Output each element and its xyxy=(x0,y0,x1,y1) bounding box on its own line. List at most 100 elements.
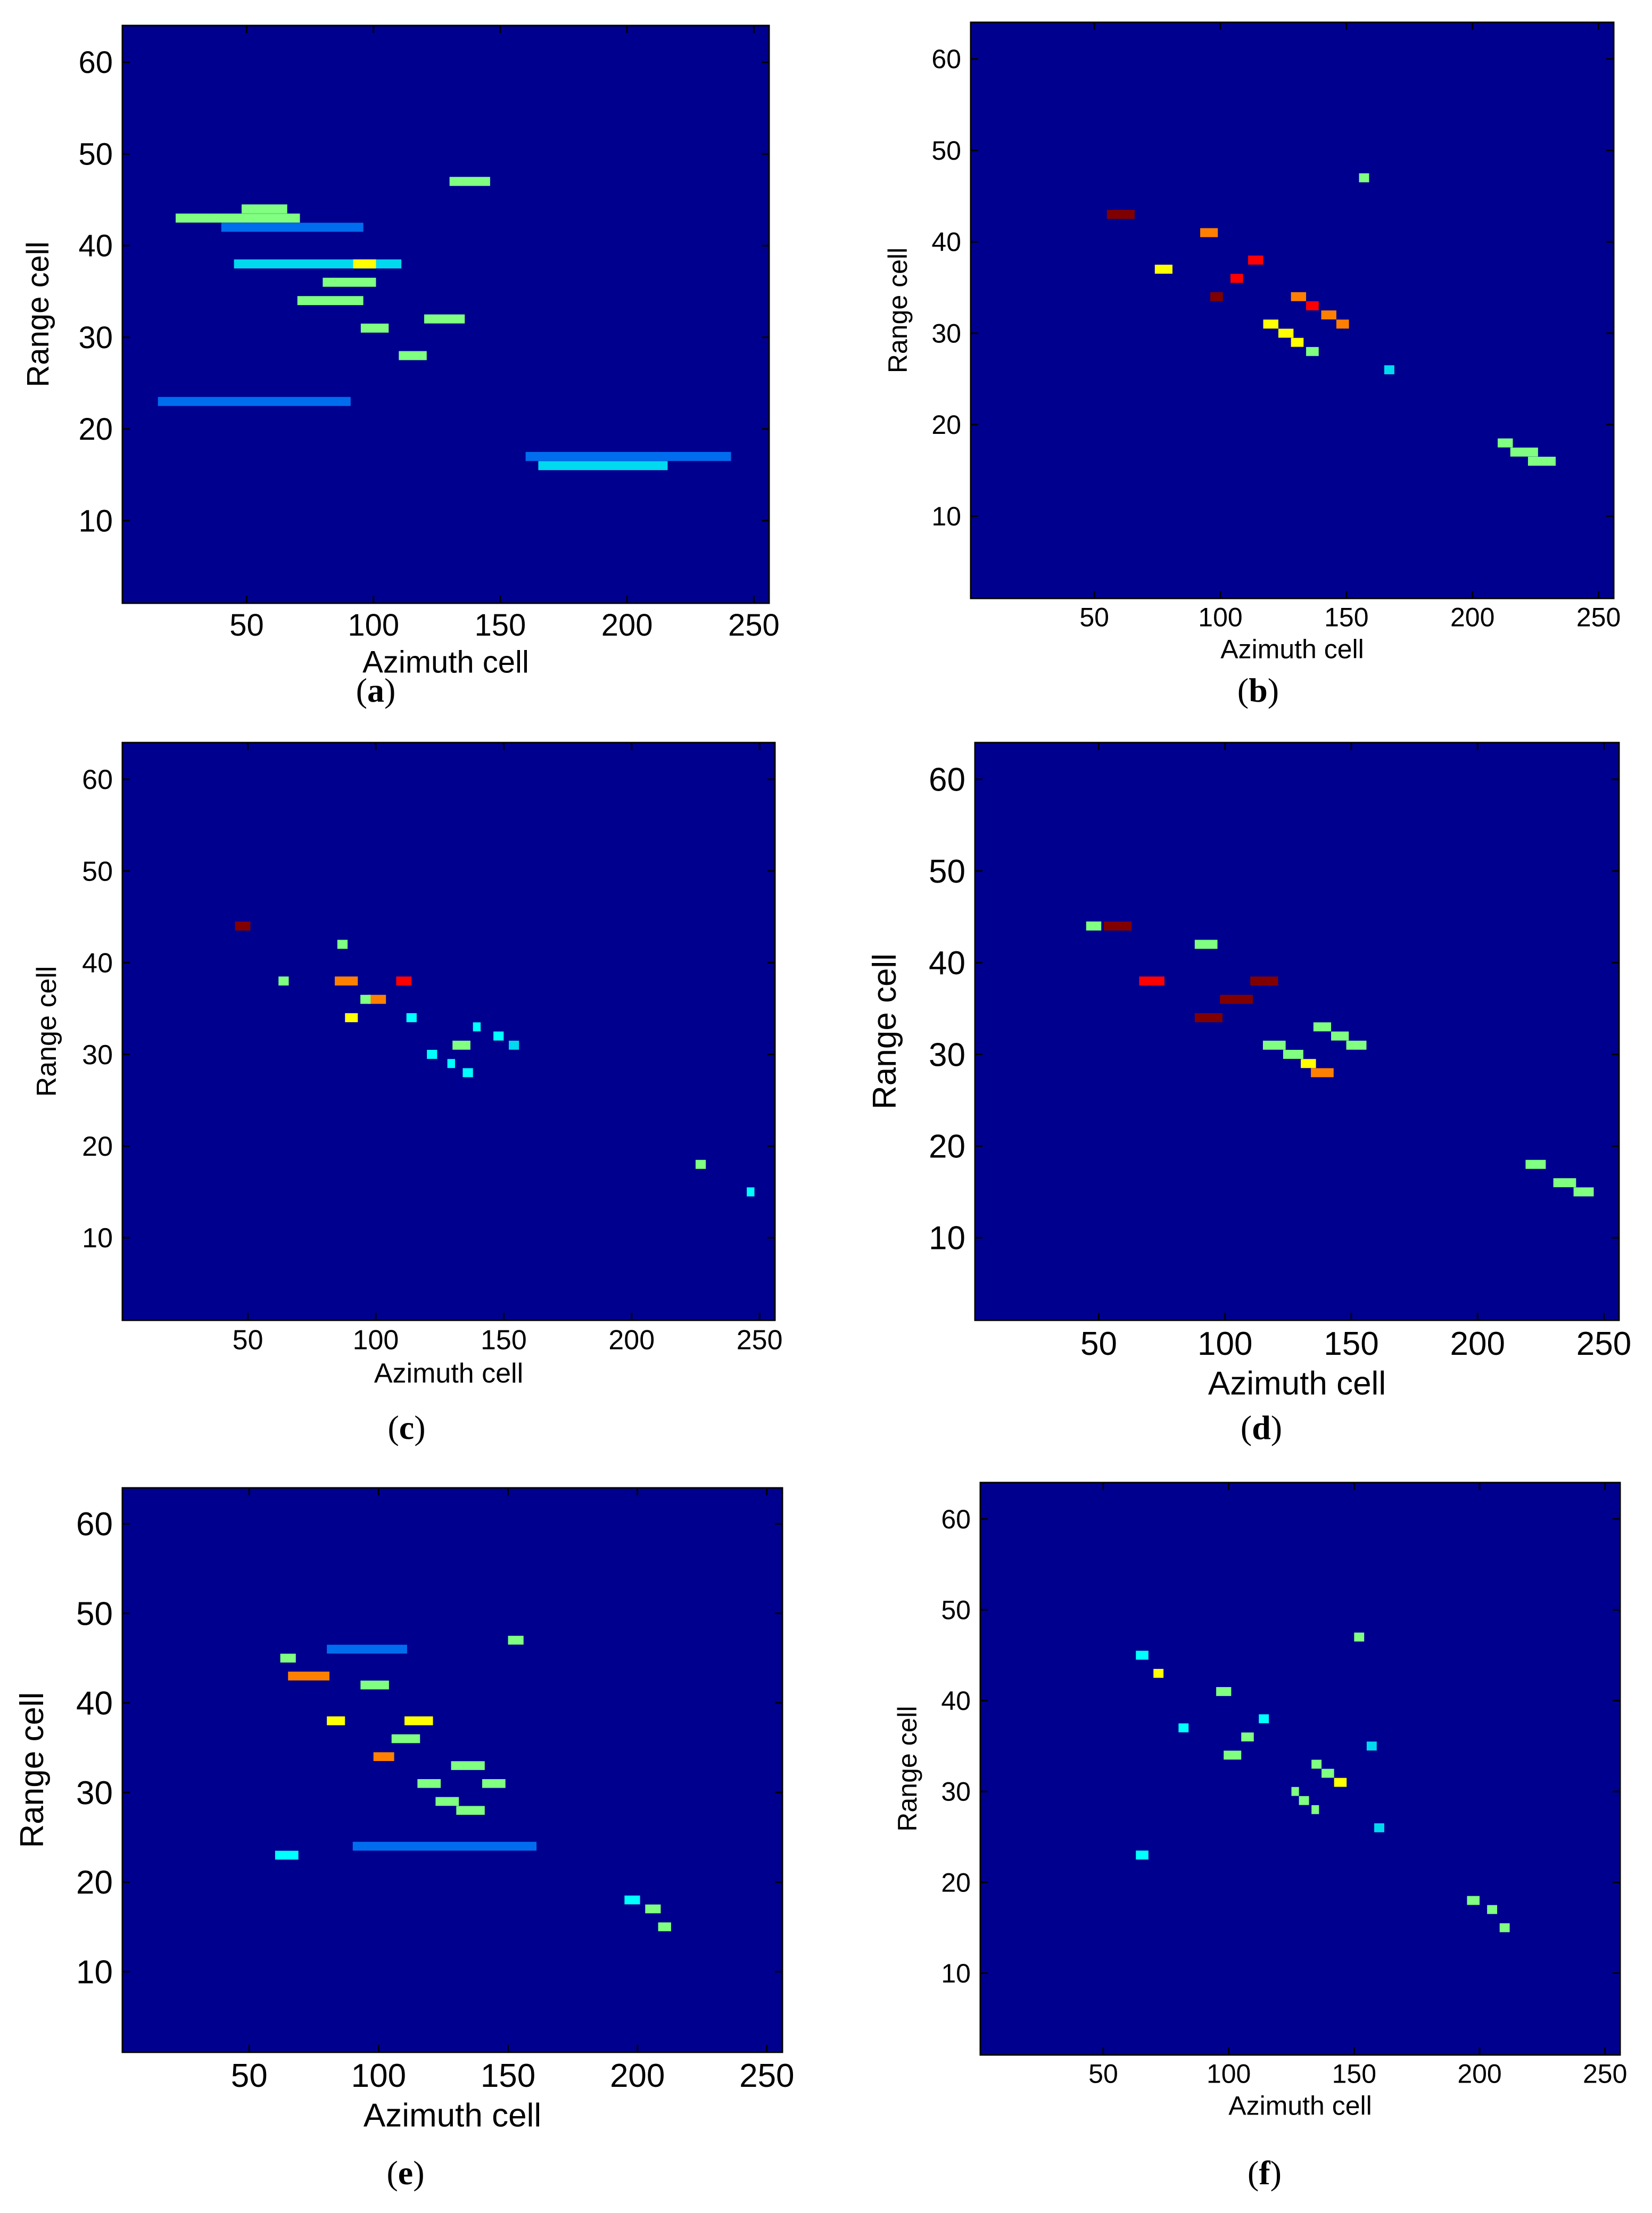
heatmap-cell xyxy=(1331,1031,1349,1041)
x-tick-label: 150 xyxy=(481,1325,527,1356)
caption-d: (d) xyxy=(1240,1409,1283,1446)
heatmap-cell xyxy=(337,940,348,949)
x-tick-label: 150 xyxy=(1332,2059,1376,2089)
heatmap-cell xyxy=(508,1635,524,1645)
heatmap-cell xyxy=(176,213,300,223)
plot-background xyxy=(122,26,769,603)
heatmap-cell xyxy=(1139,976,1164,986)
y-tick-label: 10 xyxy=(931,501,961,531)
y-tick-label: 30 xyxy=(76,1775,113,1812)
heatmap-cell xyxy=(221,223,364,232)
x-tick-label: 100 xyxy=(353,1325,399,1356)
y-tick-label: 40 xyxy=(76,1685,113,1722)
heatmap-cell xyxy=(327,1716,345,1725)
heatmap-cell xyxy=(391,1734,420,1743)
y-tick-label: 60 xyxy=(76,1506,113,1543)
heatmap-cell xyxy=(158,397,351,406)
x-tick-label: 100 xyxy=(1198,603,1242,632)
heatmap-cell xyxy=(1291,338,1304,347)
x-tick-label: 150 xyxy=(1324,1326,1378,1362)
heatmap-d: 50 100 150 200 250 10 20 30 40 50 60 Azimuth cell Ra… xyxy=(866,742,1631,1402)
heatmap-cell xyxy=(1136,1850,1149,1860)
caption-c: (c) xyxy=(387,1409,426,1446)
y-tick-label: 10 xyxy=(78,504,113,538)
y-axis-label: Range cell xyxy=(14,1692,51,1848)
y-tick-label: 10 xyxy=(929,1220,965,1257)
y-tick-label: 30 xyxy=(941,1777,971,1807)
heatmap-cell xyxy=(493,1031,504,1041)
heatmap-cell xyxy=(406,1013,417,1023)
x-axis-label: Azimuth cell xyxy=(1228,2091,1372,2121)
heatmap-cell xyxy=(1224,1750,1242,1760)
heatmap-cell xyxy=(275,1850,299,1860)
heatmap-cell xyxy=(368,994,386,1004)
heatmap-cell xyxy=(447,1059,456,1068)
y-tick-label: 50 xyxy=(941,1595,971,1625)
panel-b: 50 100 150 200 250 10 20 30 40 50 60 Azimuth cell Ra… xyxy=(826,0,1652,681)
heatmap-cell xyxy=(695,1159,706,1169)
heatmap-cell xyxy=(1359,173,1369,183)
heatmap-cell xyxy=(1220,994,1253,1004)
heatmap-cell xyxy=(1311,1068,1334,1077)
heatmap-cell xyxy=(1278,328,1294,338)
heatmap-cell xyxy=(234,259,402,269)
x-tick-label: 200 xyxy=(1457,2059,1501,2089)
y-tick-label: 40 xyxy=(931,227,961,257)
heatmap-cell xyxy=(1334,1778,1347,1787)
heatmap-cell xyxy=(335,976,358,986)
heatmap-cell xyxy=(452,1040,470,1050)
axes-box xyxy=(979,1482,1621,2056)
panel-e: 50 100 150 200 250 10 20 30 40 50 60 Azimuth cell Ra… xyxy=(0,1469,826,2153)
panel-d: 50 100 150 200 250 10 20 30 40 50 60 Azimuth cell Ra… xyxy=(826,724,1652,1411)
y-tick-label: 10 xyxy=(76,1954,113,1990)
heatmap-cell xyxy=(1216,1687,1232,1696)
heatmap-cell xyxy=(360,994,371,1004)
heatmap-cell xyxy=(1106,210,1135,219)
heatmap-e: 50 100 150 200 250 10 20 30 40 50 60 Azimuth cell Ra… xyxy=(14,1487,795,2134)
heatmap-cell xyxy=(1154,265,1172,274)
heatmap-cell xyxy=(353,259,376,269)
y-tick-label: 50 xyxy=(931,136,961,166)
y-axis-label: Range cell xyxy=(21,241,55,387)
plot-background xyxy=(122,743,775,1320)
heatmap-cell xyxy=(658,1922,671,1931)
y-tick-label: 50 xyxy=(929,853,965,890)
x-tick-label: 100 xyxy=(348,608,399,643)
heatmap-cell xyxy=(1230,274,1243,283)
axes-box xyxy=(121,1487,783,2053)
heatmap-cell xyxy=(451,1761,485,1770)
y-tick-label: 20 xyxy=(931,410,961,440)
x-axis-label: Azimuth cell xyxy=(1208,1365,1386,1402)
y-tick-label: 20 xyxy=(82,1131,113,1162)
heatmap-cell xyxy=(1306,347,1319,356)
heatmap-cell xyxy=(1467,1896,1480,1905)
x-tick-label: 250 xyxy=(1583,2059,1627,2089)
heatmap-cell xyxy=(345,1013,358,1023)
y-tick-label: 30 xyxy=(78,320,113,355)
heatmap-cell xyxy=(449,177,490,186)
heatmap-cell xyxy=(525,451,731,461)
heatmap-cell xyxy=(1510,447,1538,457)
heatmap-cell xyxy=(1299,1796,1309,1805)
heatmap-cell xyxy=(1321,310,1336,320)
x-tick-label: 50 xyxy=(229,608,264,643)
heatmap-cell xyxy=(456,1806,485,1815)
x-tick-label: 200 xyxy=(608,1325,655,1356)
x-tick-label: 250 xyxy=(739,2058,794,2094)
heatmap-cell xyxy=(297,296,364,306)
heatmap-cell xyxy=(278,976,289,986)
heatmap-cell xyxy=(1248,256,1263,265)
heatmap-cell xyxy=(1291,1787,1299,1796)
heatmap-cell xyxy=(624,1895,640,1905)
heatmap-cell xyxy=(417,1779,441,1788)
heatmap-cell xyxy=(1306,301,1319,310)
plot-background xyxy=(122,1488,782,2052)
heatmap-cell xyxy=(1553,1178,1576,1188)
x-tick-label: 150 xyxy=(481,2058,535,2094)
panel-c: 50 100 150 200 250 10 20 30 40 50 60 Azimuth cell Ra… xyxy=(0,724,826,1411)
heatmap-cell xyxy=(1573,1187,1594,1197)
x-tick-label: 100 xyxy=(1207,2059,1251,2089)
heatmap-cell xyxy=(1336,319,1349,329)
heatmap-cell xyxy=(1241,1732,1254,1742)
heatmap-cell xyxy=(1104,921,1132,931)
